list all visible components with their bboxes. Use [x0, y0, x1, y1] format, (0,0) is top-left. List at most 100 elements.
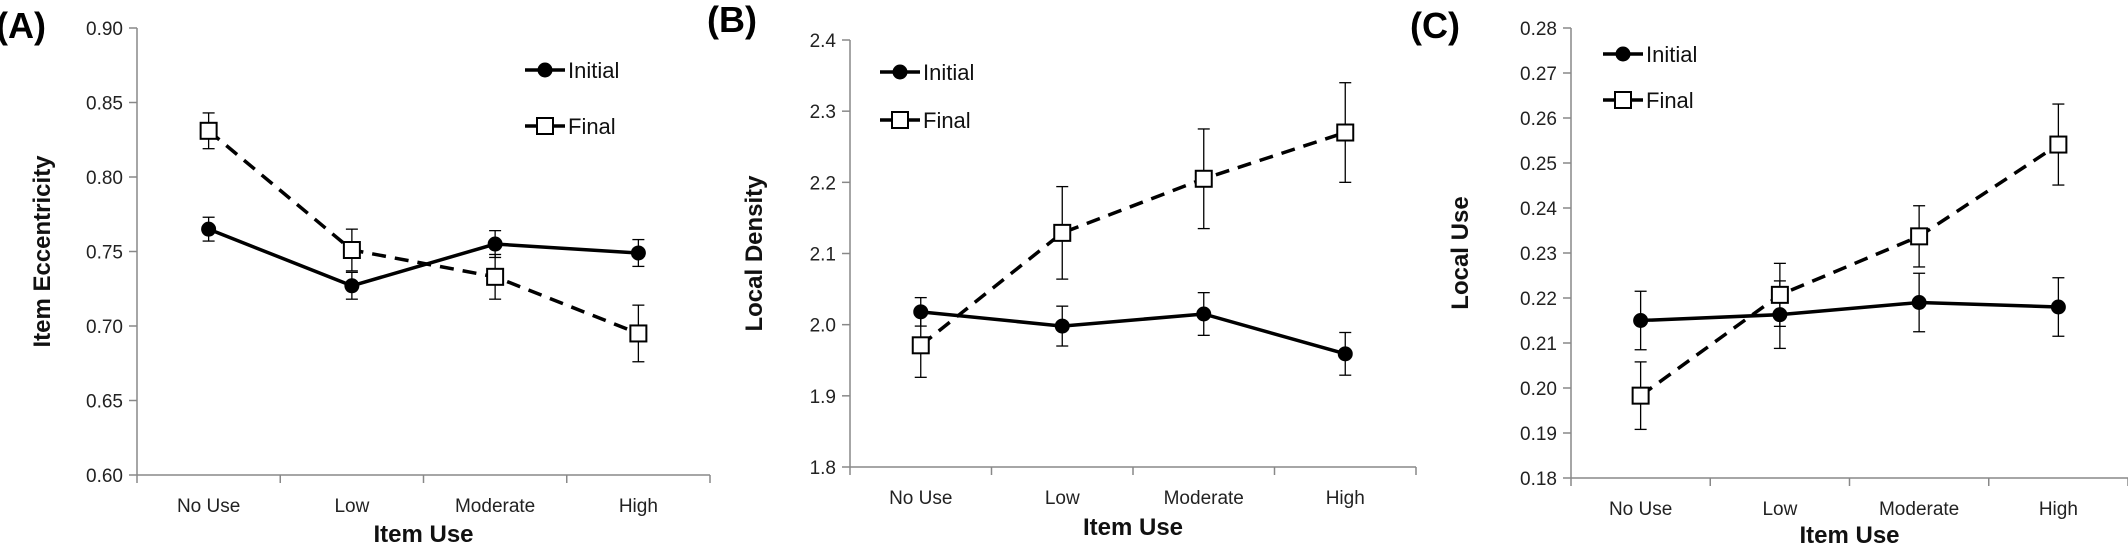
y-tick-label: 0.80: [86, 168, 123, 189]
legend-marker: [1615, 46, 1631, 62]
legend-marker: [891, 111, 909, 129]
data-point: [1053, 223, 1072, 242]
panel-label: (A): [0, 5, 46, 46]
y-tick-label: 0.25: [1520, 154, 1557, 175]
data-point: [1633, 313, 1649, 328]
data-point: [630, 245, 646, 261]
series-initial: [913, 291, 1353, 376]
legend-final: Final: [1603, 88, 1694, 113]
series-initial: [1633, 272, 2066, 351]
legend-marker: [892, 64, 908, 80]
y-tick-label: 0.85: [86, 94, 123, 115]
legend-final: Final: [880, 108, 971, 133]
x-tick-label: No Use: [177, 496, 240, 517]
data-point: [1194, 169, 1213, 188]
legend-label: Initial: [923, 60, 974, 85]
data-point: [1910, 227, 1929, 246]
x-tick-label: Low: [334, 496, 369, 517]
y-tick-label: 0.70: [86, 317, 123, 338]
series-line: [919, 130, 1346, 347]
series-line: [207, 129, 640, 336]
chart-panel-2: (C) 0.18 0.19 0.20 0.21 0.22 0.23 0.24 0.25 0.26 0…: [1410, 5, 2128, 549]
data-point: [487, 236, 503, 252]
legend-label: Final: [568, 114, 616, 139]
y-axis-label: Item Eccentricity: [29, 155, 56, 348]
y-tick-label: 0.24: [1520, 199, 1557, 220]
data-point: [199, 121, 218, 140]
data-point: [1631, 386, 1650, 405]
legend-final: Final: [525, 114, 616, 139]
x-tick-label: No Use: [1609, 499, 1672, 520]
y-tick-label: 1.9: [810, 387, 836, 408]
legend-label: Final: [1646, 88, 1694, 113]
legend-marker: [1614, 91, 1632, 109]
y-tick-label: 2.4: [810, 31, 837, 52]
x-axis-label: Item Use: [1799, 522, 1899, 549]
series-line: [207, 227, 639, 288]
legend-label: Initial: [1646, 42, 1697, 67]
data-point: [342, 241, 361, 260]
data-point: [1054, 318, 1070, 334]
y-tick-label: 2.2: [810, 173, 836, 194]
x-tick-label: Moderate: [1879, 499, 1959, 520]
y-tick-label: 0.28: [1520, 19, 1557, 40]
panel-label: (B): [707, 0, 757, 40]
x-tick-label: Moderate: [455, 496, 535, 517]
series-final: [911, 82, 1355, 378]
data-point: [1337, 346, 1353, 362]
y-tick-label: 2.0: [810, 316, 836, 337]
y-tick-label: 0.20: [1520, 379, 1557, 400]
y-tick-label: 1.8: [810, 458, 836, 479]
y-axis-label: Local Use: [1447, 196, 1474, 309]
chart-panel-1: (B) 1.8 1.9 2.0 2.1 2.2 2.3 2.4 No Use Low Moderat…: [707, 0, 1417, 541]
x-tick-label: High: [2039, 499, 2078, 520]
data-point: [1196, 306, 1212, 322]
x-axis-label: Item Use: [1083, 514, 1183, 541]
legend-label: Final: [923, 108, 971, 133]
x-tick-label: High: [619, 496, 658, 517]
series-line: [920, 310, 1346, 356]
legend-marker: [536, 117, 554, 135]
y-tick-label: 2.1: [810, 245, 836, 266]
chart-panel-0: (A) 0.60 0.65 0.70 0.75 0.80 0.85 0.90 No Use Low…: [0, 5, 711, 548]
data-point: [911, 336, 930, 355]
x-axis-label: Item Use: [373, 521, 473, 548]
data-point: [913, 304, 929, 320]
y-tick-label: 0.21: [1520, 334, 1557, 355]
data-point: [2050, 299, 2066, 315]
y-axis-label: Local Density: [741, 175, 768, 332]
data-point: [629, 324, 648, 343]
x-tick-label: Moderate: [1164, 488, 1244, 509]
data-point: [1770, 285, 1789, 304]
y-tick-label: 0.22: [1520, 289, 1557, 310]
x-tick-label: No Use: [889, 488, 952, 509]
legend-initial: Initial: [880, 60, 974, 85]
x-tick-label: Low: [1045, 488, 1080, 509]
y-tick-label: 0.90: [86, 19, 123, 40]
legend-marker: [537, 62, 553, 78]
data-point: [1911, 295, 1927, 310]
y-tick-label: 2.3: [810, 102, 836, 123]
series-line: [1640, 300, 2059, 323]
y-tick-label: 0.75: [86, 243, 123, 264]
x-tick-label: High: [1326, 488, 1365, 509]
y-tick-label: 0.65: [86, 392, 123, 413]
data-point: [201, 221, 217, 237]
data-point: [486, 267, 505, 286]
y-tick-label: 0.19: [1520, 424, 1557, 445]
series-final: [1631, 103, 2068, 431]
y-tick-label: 0.60: [86, 466, 123, 487]
data-point: [344, 278, 360, 294]
y-tick-label: 0.26: [1520, 109, 1557, 130]
y-tick-label: 0.18: [1520, 469, 1557, 490]
data-point: [2049, 135, 2068, 154]
data-point: [1336, 123, 1355, 142]
y-tick-label: 0.27: [1520, 64, 1557, 85]
legend-initial: Initial: [1603, 42, 1697, 67]
series-line: [1639, 143, 2060, 398]
y-tick-label: 0.23: [1520, 244, 1557, 265]
x-tick-label: Low: [1762, 499, 1797, 520]
panel-label: (C): [1410, 5, 1460, 46]
series-initial: [201, 216, 646, 300]
